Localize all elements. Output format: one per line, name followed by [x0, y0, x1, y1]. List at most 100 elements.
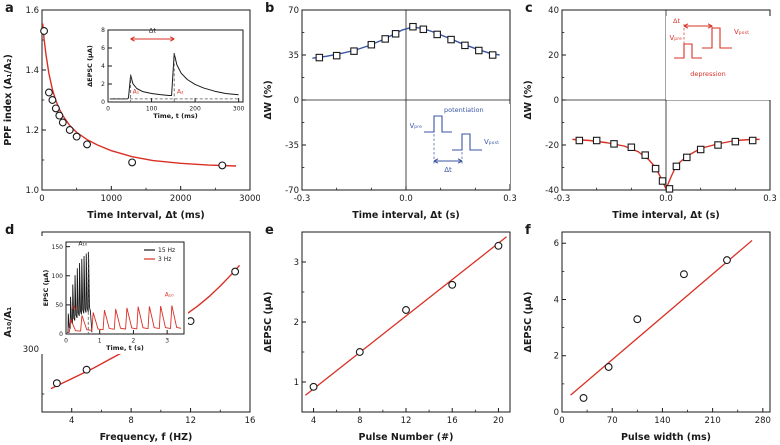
svg-text:ΔEPSC (μA): ΔEPSC (μA)	[86, 45, 94, 87]
svg-text:0.3: 0.3	[763, 194, 777, 204]
panel-b: b -0.3 0.0 0.3 -70 -35 0 35 70 Time interval, Δt…	[260, 0, 520, 222]
svg-text:Vₚₒₛₜ: Vₚₒₛₜ	[484, 138, 499, 146]
svg-text:Time interval, Δt (s): Time interval, Δt (s)	[352, 210, 459, 221]
chart-epsc-trains-inset: 0 1 2 3 0 50 100 150 Time, t (s) EPSC (μA) A₁₀ A₁ A₁…	[42, 240, 185, 352]
svg-text:8: 8	[128, 416, 133, 426]
svg-text:40: 40	[548, 6, 559, 16]
svg-text:140: 140	[654, 416, 670, 426]
svg-text:0: 0	[106, 106, 110, 113]
svg-text:8: 8	[101, 27, 105, 34]
svg-text:300: 300	[233, 106, 245, 113]
svg-text:Time, t (s): Time, t (s)	[106, 344, 144, 352]
chart-epsc-trace-inset: 0 100 200 300 0 2 4 6 8 Time, t (ms) ΔEPSC (μA) Δt A…	[86, 26, 245, 120]
panel-d-letter: d	[5, 223, 15, 238]
panel-c-letter: c	[525, 1, 533, 16]
svg-text:Time interval, Δt (s): Time interval, Δt (s)	[612, 210, 719, 221]
svg-text:Pulse width (ms): Pulse width (ms)	[621, 432, 711, 443]
svg-text:16: 16	[447, 416, 458, 426]
svg-text:100: 100	[146, 106, 158, 113]
potentiation-pulse-schematic: Δt Vₚᵣₑ potentiation Vₚₒₛₜ	[410, 106, 499, 174]
svg-text:0: 0	[101, 99, 105, 106]
svg-text:280: 280	[755, 416, 771, 426]
panel-b-inset: Δt Vₚᵣₑ potentiation Vₚₒₛₜ	[410, 104, 510, 184]
svg-text:4: 4	[311, 416, 316, 426]
svg-text:1000: 1000	[101, 194, 123, 204]
svg-text:6: 6	[554, 239, 559, 249]
svg-text:6: 6	[101, 45, 105, 52]
svg-text:-20: -20	[545, 141, 559, 151]
svg-text:-40: -40	[545, 186, 559, 196]
svg-text:200: 200	[189, 106, 201, 113]
svg-text:70: 70	[288, 6, 299, 16]
svg-text:ΔW (%): ΔW (%)	[523, 80, 534, 119]
svg-text:210: 210	[705, 416, 721, 426]
svg-text:0: 0	[59, 331, 63, 338]
svg-text:0.0: 0.0	[659, 194, 673, 204]
chart-stdp-potentiation: -0.3 0.0 0.3 -70 -35 0 35 70 Time interval, Δt (…	[263, 6, 517, 221]
svg-text:300: 300	[23, 345, 39, 355]
svg-text:-35: -35	[285, 141, 299, 151]
svg-text:4: 4	[69, 416, 74, 426]
svg-text:Δt: Δt	[673, 17, 680, 25]
svg-text:Pulse Number (#): Pulse Number (#)	[359, 432, 454, 443]
svg-text:1.0: 1.0	[25, 186, 39, 196]
chart-stdp-depression: -0.3 0.0 0.3 -40 -20 0 20 40 Time interval, Δt (…	[523, 6, 777, 221]
svg-text:1.4: 1.4	[25, 66, 39, 76]
svg-text:12: 12	[185, 416, 196, 426]
svg-text:16: 16	[245, 416, 256, 426]
svg-text:0: 0	[39, 194, 44, 204]
panel-b-letter: b	[265, 1, 275, 16]
svg-text:20: 20	[548, 51, 559, 61]
svg-text:-0.3: -0.3	[554, 194, 571, 204]
panel-f: f 0 70 140 210 280 0 2 4 6 Pulse width (ms) ΔEPSC …	[520, 222, 780, 444]
svg-text:4: 4	[554, 295, 559, 305]
panel-e: e 4 8 12 16 20 1 2 3 Pulse Number (#) ΔEPSC (μA)	[260, 222, 520, 444]
svg-text:1: 1	[98, 338, 102, 345]
chart-epsc-vs-pulse-width: 0 70 140 210 280 0 2 4 6 Pulse width (ms) ΔEPSC (μ…	[523, 231, 771, 443]
svg-text:150: 150	[52, 244, 64, 251]
svg-text:Δt: Δt	[149, 26, 156, 34]
svg-text:0: 0	[554, 96, 559, 106]
svg-text:0: 0	[64, 338, 68, 345]
svg-text:3: 3	[165, 338, 169, 345]
svg-text:0.3: 0.3	[503, 194, 517, 204]
svg-text:1.6: 1.6	[25, 6, 39, 16]
svg-text:ΔEPSC (μA): ΔEPSC (μA)	[523, 292, 534, 353]
svg-text:3: 3	[294, 258, 299, 268]
svg-text:0: 0	[554, 408, 559, 418]
svg-text:depression: depression	[690, 70, 725, 78]
svg-text:0: 0	[559, 416, 564, 426]
svg-text:Vₚᵣₑ: Vₚᵣₑ	[410, 122, 422, 130]
svg-text:35: 35	[288, 51, 299, 61]
svg-text:2: 2	[101, 81, 105, 88]
panel-a-letter: a	[5, 1, 14, 16]
svg-text:Δt: Δt	[444, 166, 452, 174]
svg-text:A₁: A₁	[133, 88, 140, 95]
svg-text:0: 0	[294, 96, 299, 106]
svg-text:2000: 2000	[170, 194, 192, 204]
svg-text:2: 2	[294, 318, 299, 328]
svg-text:A₁: A₁	[72, 305, 79, 312]
svg-text:4: 4	[101, 63, 105, 70]
panel-e-letter: e	[265, 223, 274, 238]
svg-text:3000: 3000	[239, 194, 260, 204]
svg-text:Time, t (ms): Time, t (ms)	[153, 112, 198, 120]
svg-text:-0.3: -0.3	[294, 194, 311, 204]
svg-text:PPF index (A₁/A₂): PPF index (A₁/A₂)	[3, 54, 14, 146]
panel-c: c -0.3 0.0 0.3 -40 -20 0 20 40 Time interval, Δt…	[520, 0, 780, 222]
svg-text:100: 100	[52, 273, 64, 280]
svg-text:0.0: 0.0	[399, 194, 413, 204]
svg-text:A₁₀/A₁: A₁₀/A₁	[3, 307, 14, 338]
svg-text:2: 2	[554, 352, 559, 362]
svg-text:A₁₀: A₁₀	[165, 292, 175, 299]
svg-text:Frequency, f (HZ): Frequency, f (HZ)	[100, 432, 193, 443]
svg-text:2: 2	[132, 338, 136, 345]
panel-a: a 0 1000 2000 3000 1.0 1.2 1.4 1.6 Time Interval…	[0, 0, 260, 222]
svg-text:Vₚₒₛₜ: Vₚₒₛₜ	[734, 28, 749, 36]
svg-text:12: 12	[401, 416, 412, 426]
svg-text:ΔW (%): ΔW (%)	[263, 80, 274, 119]
svg-text:-70: -70	[285, 186, 299, 196]
